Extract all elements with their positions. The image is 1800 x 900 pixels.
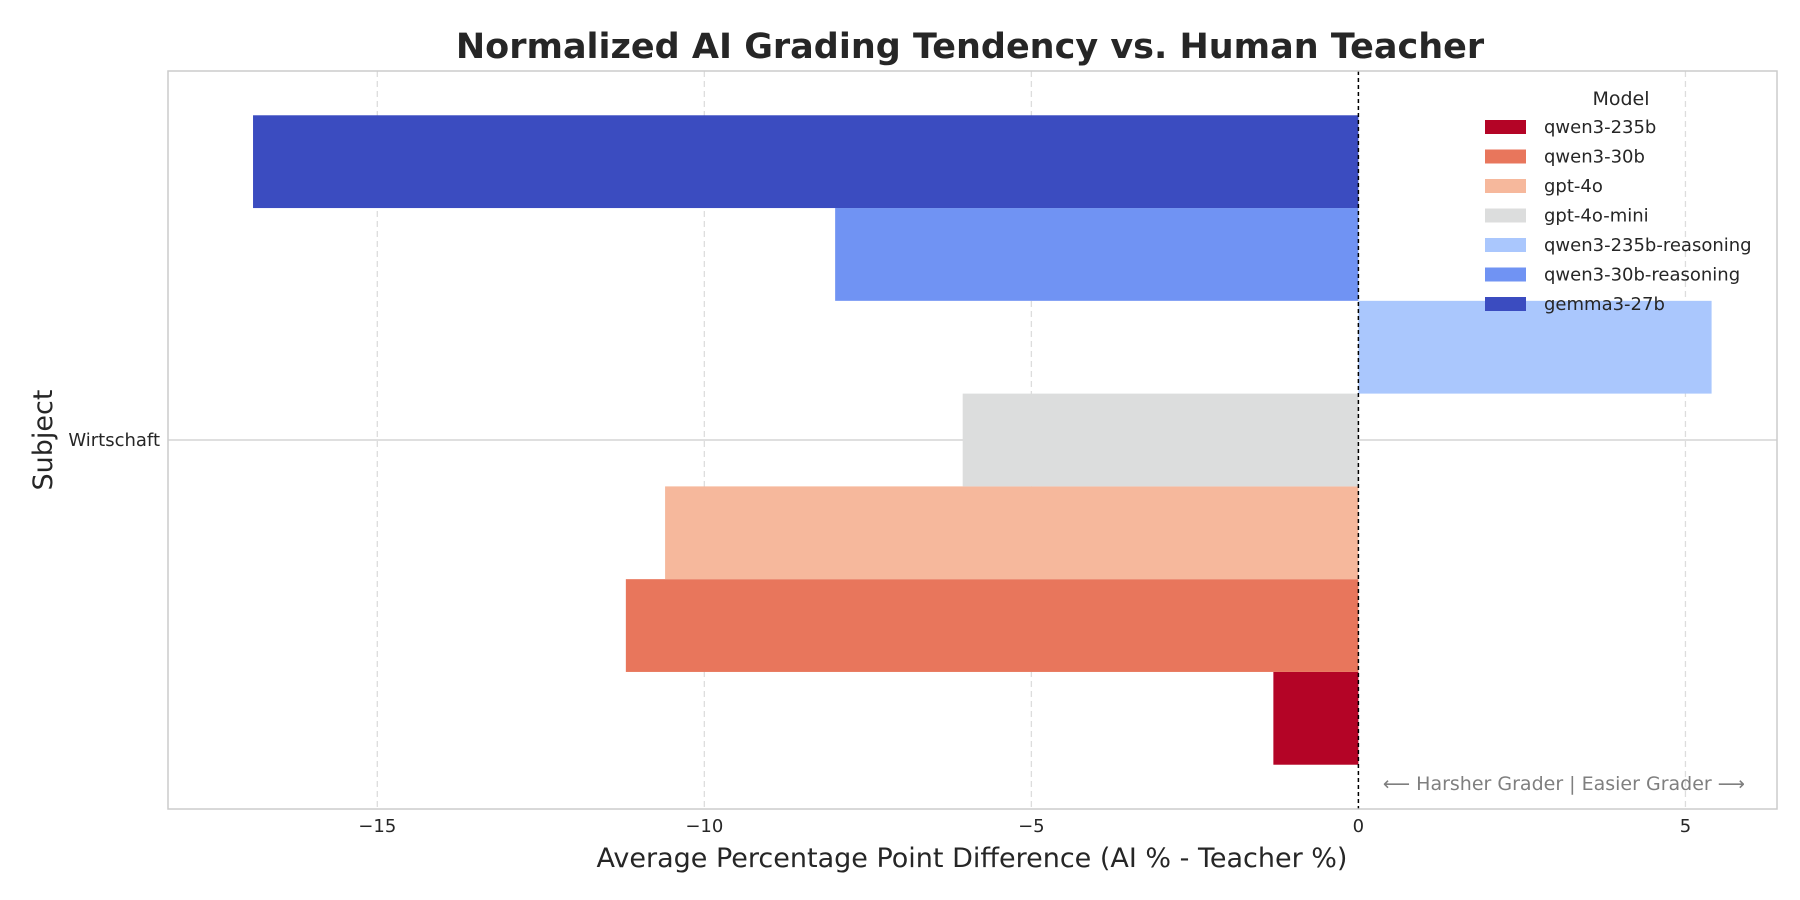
y-axis-label: Subject: [28, 390, 59, 491]
legend-swatch-gemma3-27b: [1485, 297, 1526, 311]
bar-qwen3-30b: [625, 579, 1359, 672]
plot-frame: [167, 70, 1778, 810]
bar-gpt-4o: [665, 486, 1359, 580]
legend-title: Model: [1592, 88, 1649, 110]
x-axis-label: Average Percentage Point Difference (AI …: [597, 843, 1348, 874]
legend-label-qwen3-30b-reasoning: qwen3-30b-reasoning: [1544, 265, 1740, 286]
legend-label-gpt-4o: gpt-4o: [1544, 176, 1603, 197]
grader-direction-annotation: ⟵ Harsher Grader | Easier Grader ⟶: [1383, 773, 1745, 795]
legend-label-gpt-4o-mini: gpt-4o-mini: [1544, 206, 1649, 227]
bar-qwen3-235b: [1273, 671, 1359, 765]
bar-gemma3-27b: [253, 115, 1359, 209]
x-tick-label: 5: [1680, 816, 1691, 837]
legend-swatch-qwen3-235b-reasoning: [1485, 238, 1526, 252]
y-ticks: Wirtschaft: [68, 430, 160, 451]
x-ticks: −15 −10 −5 0 5: [358, 816, 1691, 837]
legend-swatch-gpt-4o: [1485, 179, 1526, 193]
legend-swatch-qwen3-235b: [1485, 120, 1526, 134]
legend-label-qwen3-235b-reasoning: qwen3-235b-reasoning: [1544, 235, 1752, 256]
bar-qwen3-235b-reasoning: [1358, 300, 1712, 394]
legend-swatch-qwen3-30b-reasoning: [1485, 267, 1526, 282]
x-tick-label: 0: [1353, 816, 1364, 837]
legend: Model qwen3-235b qwen3-30b gpt-4o gpt-4o-mi…: [1485, 88, 1752, 315]
bars: [253, 115, 1712, 765]
x-tick-label: −15: [358, 816, 396, 837]
x-tick-label: −10: [685, 816, 723, 837]
legend-swatch-gpt-4o-mini: [1485, 208, 1526, 223]
legend-label-qwen3-235b: qwen3-235b: [1544, 117, 1656, 138]
legend-label-qwen3-30b: qwen3-30b: [1544, 147, 1645, 168]
bar-gpt-4o-mini: [962, 393, 1359, 487]
bar-qwen3-30b-reasoning: [835, 208, 1359, 301]
y-tick-label: Wirtschaft: [68, 430, 160, 451]
legend-label-gemma3-27b: gemma3-27b: [1544, 294, 1665, 315]
legend-swatch-qwen3-30b: [1485, 149, 1526, 164]
x-tick-label: −5: [1018, 816, 1045, 837]
chart-title: Normalized AI Grading Tendency vs. Human…: [456, 27, 1485, 67]
